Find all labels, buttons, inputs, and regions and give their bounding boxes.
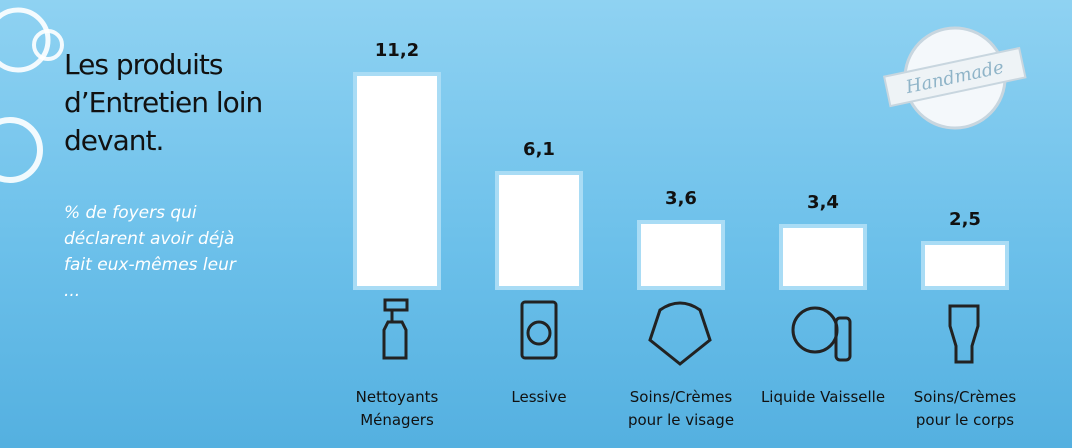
bar [495, 171, 583, 290]
value-label: 3,4 [807, 191, 839, 213]
x-tick-label: Soins/Crèmes pour le corps [913, 388, 1017, 429]
stamp: Handmade [880, 18, 1030, 138]
value-label: 3,6 [665, 187, 697, 209]
chart-subtitle: % de foyers qui déclarent avoir déjà fai… [64, 203, 236, 301]
x-tick-label: Liquide Vaisselle [760, 388, 886, 406]
value-label: 2,5 [949, 209, 981, 231]
x-tick-label: Nettoyants Ménagers [355, 388, 439, 429]
bar [921, 241, 1009, 290]
chart-title: Les produits d’Entretien loin devant. [64, 48, 263, 157]
bar [637, 219, 725, 290]
value-label: 11,2 [374, 40, 420, 61]
x-tick-label: Lessive [511, 388, 567, 406]
stamp-graphic: Handmade [882, 26, 1027, 130]
value-label: 6,1 [523, 139, 555, 161]
bar [353, 72, 441, 290]
x-tick-label: Soins/Crèmes pour le visage [627, 388, 735, 429]
bar [779, 223, 867, 290]
